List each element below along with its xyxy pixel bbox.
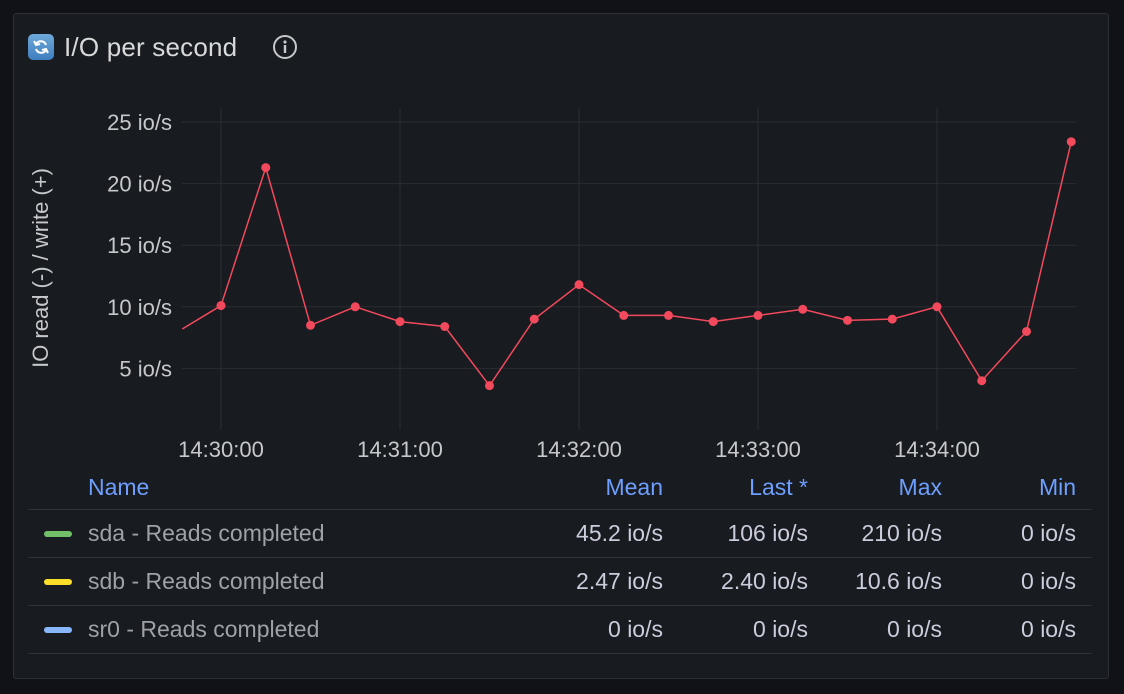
data-point[interactable]: [843, 315, 852, 325]
data-point[interactable]: [708, 317, 718, 327]
legend-series-cell: sdb - Reads completed: [28, 568, 548, 595]
data-point[interactable]: [753, 310, 763, 320]
data-point[interactable]: [440, 322, 450, 332]
data-point[interactable]: [664, 310, 673, 320]
x-tick-label: 14:33:00: [715, 437, 801, 462]
min-value: 0 io/s: [1021, 616, 1076, 642]
data-point[interactable]: [977, 376, 987, 386]
series-color-swatch: [44, 626, 72, 633]
y-tick-label: 15 io/s: [107, 233, 172, 258]
header-last[interactable]: Last *: [749, 474, 808, 500]
y-tick-label: 20 io/s: [107, 172, 172, 197]
data-point[interactable]: [932, 302, 942, 312]
x-tick-label: 14:30:00: [178, 437, 264, 462]
mean-value: 0 io/s: [608, 616, 663, 642]
series-name[interactable]: sr0 - Reads completed: [88, 616, 320, 642]
header-mean[interactable]: Mean: [605, 474, 663, 500]
panel-header: I/O per second: [28, 30, 299, 64]
y-tick-label: 5 io/s: [119, 356, 172, 381]
panel-title: I/O per second: [64, 31, 238, 62]
legend-row[interactable]: sdb - Reads completed 2.47 io/s 2.40 io/…: [28, 558, 1092, 606]
data-point[interactable]: [1066, 137, 1076, 147]
legend-series-cell: sr0 - Reads completed: [28, 616, 548, 643]
x-tick-label: 14:34:00: [894, 437, 980, 462]
info-icon[interactable]: [271, 33, 299, 61]
header-name[interactable]: Name: [88, 474, 150, 500]
timeseries-chart[interactable]: 25 io/s 20 io/s 15 io/s 10 io/s 5 io/s 14:30:…: [0, 0, 1124, 470]
min-value: 0 io/s: [1021, 568, 1076, 594]
header-min[interactable]: Min: [1038, 474, 1076, 500]
last-value: 2.40 io/s: [721, 568, 808, 594]
y-axis-label: IO read (-) / write (+): [28, 168, 53, 368]
legend-series-cell: sda - Reads completed: [28, 520, 548, 547]
data-point[interactable]: [798, 304, 808, 314]
max-value: 10.6 io/s: [855, 568, 942, 594]
series-color-swatch: [44, 530, 72, 537]
y-tick-label: 25 io/s: [107, 110, 172, 135]
legend-row[interactable]: sr0 - Reads completed 0 io/s 0 io/s 0 io…: [28, 606, 1092, 654]
x-tick-label: 14:31:00: [357, 437, 443, 462]
legend-row[interactable]: sda - Reads completed 45.2 io/s 106 io/s…: [28, 510, 1092, 558]
max-value: 210 io/s: [861, 520, 942, 546]
series-line: [181, 141, 1072, 387]
x-tick-label: 14:32:00: [536, 437, 622, 462]
mean-value: 2.47 io/s: [576, 568, 663, 594]
data-point[interactable]: [574, 280, 584, 290]
data-point[interactable]: [395, 317, 405, 327]
series-color-swatch: [44, 578, 72, 585]
data-point[interactable]: [306, 320, 315, 330]
min-value: 0 io/s: [1021, 520, 1076, 546]
legend-header: Name Mean Last * Max Min: [28, 466, 1092, 510]
data-point[interactable]: [261, 163, 271, 173]
data-point[interactable]: [887, 314, 897, 324]
y-tick-label: 10 io/s: [107, 295, 172, 320]
data-point[interactable]: [485, 381, 494, 391]
header-max[interactable]: Max: [898, 474, 942, 500]
series-name[interactable]: sda - Reads completed: [88, 520, 325, 546]
series-name[interactable]: sdb - Reads completed: [88, 568, 325, 594]
last-value: 106 io/s: [727, 520, 808, 546]
refresh-icon: [28, 34, 54, 60]
data-point[interactable]: [350, 302, 360, 312]
mean-value: 45.2 io/s: [576, 520, 663, 546]
max-value: 0 io/s: [887, 616, 942, 642]
data-point[interactable]: [1022, 326, 1031, 336]
legend-table: Name Mean Last * Max Min sda - Reads com…: [28, 466, 1092, 654]
panel: I/O per second: [13, 13, 1109, 679]
data-point[interactable]: [619, 310, 629, 320]
data-point[interactable]: [529, 314, 539, 324]
data-point[interactable]: [216, 301, 226, 311]
last-value: 0 io/s: [753, 616, 808, 642]
